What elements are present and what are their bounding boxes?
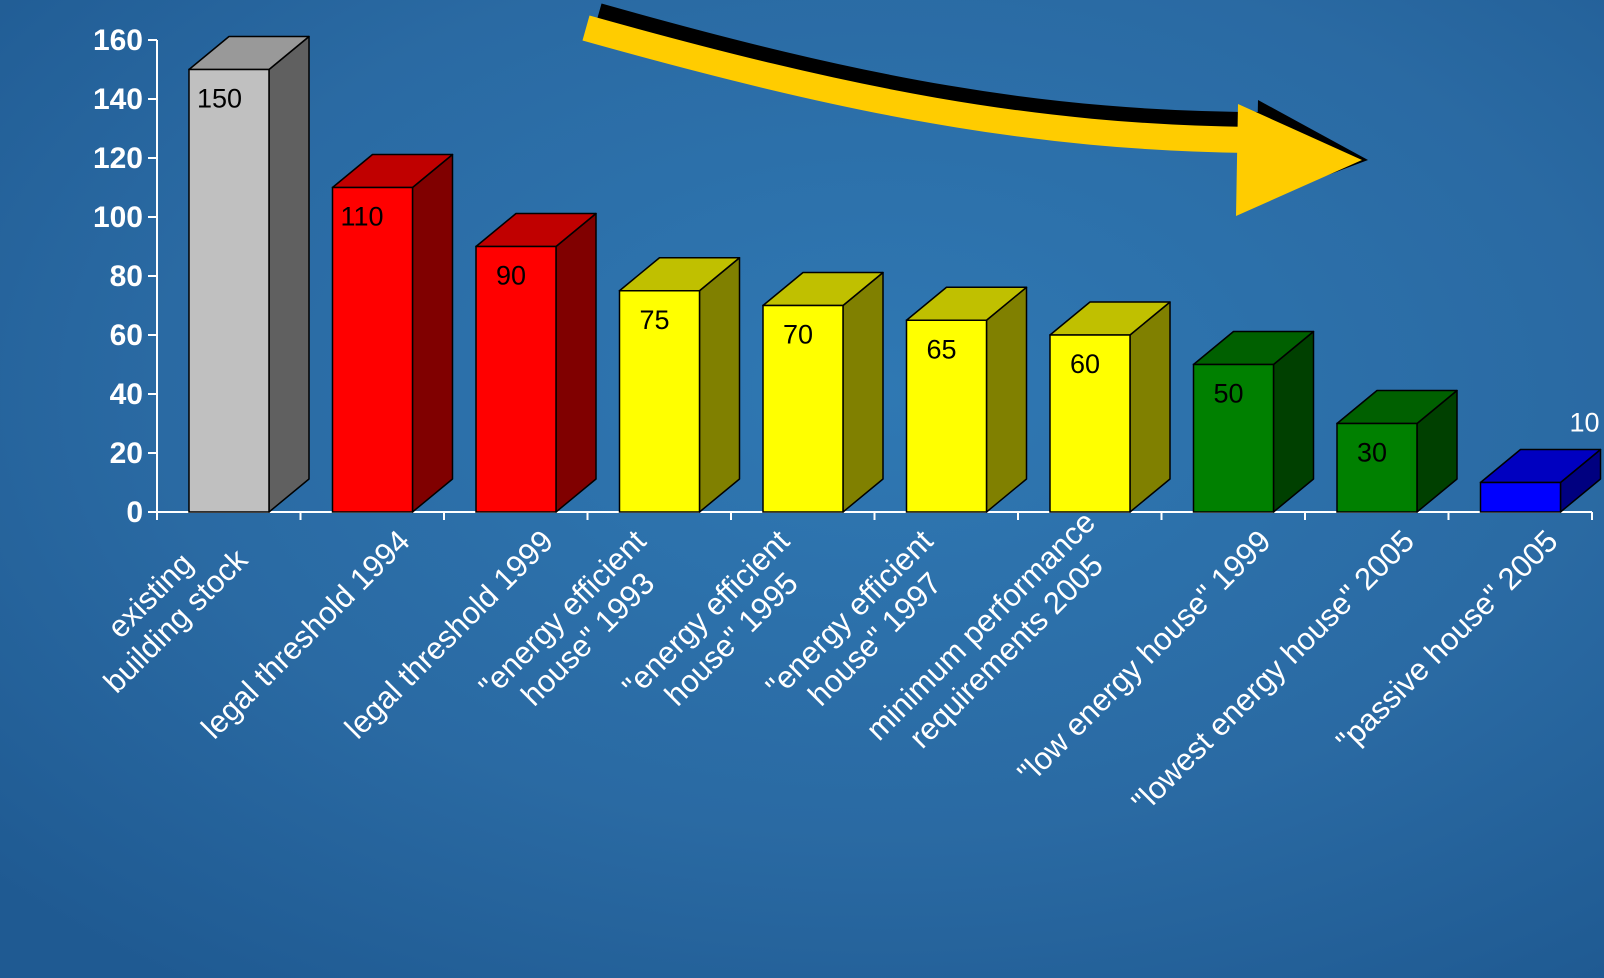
bar: [475, 212, 597, 513]
y-tick-label: 160: [93, 24, 143, 57]
trend-arrow: [582, 3, 1368, 216]
y-tick-label: 120: [93, 142, 143, 175]
arrow-head: [1236, 104, 1362, 216]
bar-side: [268, 35, 310, 513]
bar-front: [331, 186, 414, 513]
bar: [1336, 389, 1458, 513]
data-label: 90: [496, 261, 526, 291]
bar-side: [985, 286, 1028, 513]
y-tick-label: 60: [110, 319, 143, 352]
data-label: 60: [1070, 349, 1100, 379]
bar-side: [411, 153, 454, 513]
data-label: 150: [197, 84, 242, 114]
y-tick-label: 0: [126, 496, 143, 529]
data-label: 65: [927, 334, 957, 364]
bar-front: [1336, 422, 1418, 513]
bar: [905, 286, 1028, 513]
data-label: 75: [640, 305, 670, 335]
bar-front: [1479, 481, 1562, 513]
bar: [331, 153, 454, 513]
data-label: 10: [1569, 408, 1599, 438]
data-label: 30: [1357, 438, 1387, 468]
bars: [188, 35, 1602, 513]
y-tick-label: 40: [110, 378, 143, 411]
bar: [762, 271, 884, 513]
axes: 0 20 40 60 80 100 120 140 160: [93, 24, 1593, 529]
y-tick-label: 100: [93, 201, 143, 234]
bar-front: [905, 319, 988, 513]
bar: [1479, 448, 1602, 513]
bar: [1192, 330, 1315, 513]
data-label: 70: [783, 320, 813, 350]
bar-side: [698, 257, 741, 513]
data-labels: 150 110 90 75 70 65 60 50 30 10: [197, 84, 1600, 468]
y-tick-label: 80: [110, 260, 143, 293]
bar-front: [1192, 363, 1275, 513]
y-tick-label: 20: [110, 437, 143, 470]
bar-front: [475, 245, 557, 513]
bar-front: [1049, 334, 1131, 513]
data-label: 110: [341, 202, 384, 232]
y-tick-label: 140: [93, 83, 143, 116]
bar-side: [842, 271, 884, 513]
bar-front: [188, 68, 270, 513]
bar-front: [618, 290, 701, 513]
data-label: 50: [1214, 379, 1244, 409]
bar-front: [762, 304, 844, 513]
bar: [618, 257, 741, 513]
arrow-shaft: [582, 15, 1251, 153]
bar-side: [1129, 301, 1171, 513]
arrow-shaft-shadow: [594, 3, 1269, 138]
bar: [188, 35, 310, 513]
bar: [1049, 301, 1171, 513]
bar-side: [555, 212, 597, 513]
